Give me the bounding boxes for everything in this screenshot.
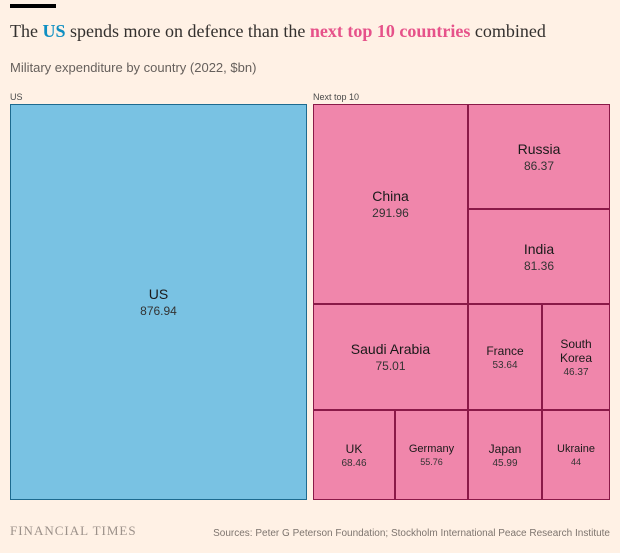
treemap-cell-russia: Russia 86.37	[468, 104, 610, 209]
treemap-cell-germany: Germany 55.76	[395, 410, 468, 500]
title-mid: spends more on defence than the	[66, 21, 310, 41]
treemap-cell-china: China 291.96	[313, 104, 468, 304]
cell-name: China	[372, 188, 409, 204]
title-us-accent: US	[42, 21, 65, 41]
cell-name: UK	[346, 442, 363, 456]
cell-value: 68.46	[341, 458, 366, 469]
cell-value: 46.37	[563, 367, 588, 378]
cell-value: 45.99	[492, 458, 517, 469]
cell-name: Ukraine	[557, 443, 595, 455]
panel-label-us: US	[10, 92, 23, 102]
footer-brand: FINANCIAL TIMES	[10, 523, 137, 539]
header-mark	[10, 4, 56, 8]
chart-subtitle: Military expenditure by country (2022, $…	[10, 60, 256, 75]
panel-label-next10: Next top 10	[313, 92, 359, 102]
cell-value: 75.01	[375, 359, 405, 373]
title-pre: The	[10, 21, 42, 41]
treemap-cell-saudi: Saudi Arabia 75.01	[313, 304, 468, 410]
treemap-cell-southkorea: South Korea 46.37	[542, 304, 610, 410]
cell-name: Japan	[489, 442, 522, 456]
cell-name: US	[149, 286, 168, 302]
cell-name: Saudi Arabia	[351, 341, 430, 357]
treemap-cell-ukraine: Ukraine 44	[542, 410, 610, 500]
chart-title: The US spends more on defence than the n…	[10, 20, 610, 43]
title-next-accent: next top 10 countries	[310, 21, 471, 41]
cell-value: 44	[571, 457, 581, 467]
title-post: combined	[470, 21, 545, 41]
cell-name: France	[486, 344, 523, 358]
cell-name: India	[524, 241, 554, 257]
cell-value: 81.36	[524, 259, 554, 273]
treemap-cell-france: France 53.64	[468, 304, 542, 410]
cell-value: 55.76	[420, 457, 443, 467]
treemap-cell-japan: Japan 45.99	[468, 410, 542, 500]
cell-name: South Korea	[543, 337, 609, 365]
treemap-cell-india: India 81.36	[468, 209, 610, 304]
cell-value: 53.64	[492, 360, 517, 371]
footer-sources: Sources: Peter G Peterson Foundation; St…	[213, 528, 610, 539]
cell-name: Russia	[518, 141, 561, 157]
treemap-cell-uk: UK 68.46	[313, 410, 395, 500]
cell-value: 876.94	[140, 304, 177, 318]
treemap-cell-us: US 876.94	[10, 104, 307, 500]
cell-value: 86.37	[524, 159, 554, 173]
treemap-chart: US Next top 10 US 876.94 China 291.96 Ru…	[10, 92, 610, 500]
cell-name: Germany	[409, 443, 454, 455]
cell-value: 291.96	[372, 206, 409, 220]
